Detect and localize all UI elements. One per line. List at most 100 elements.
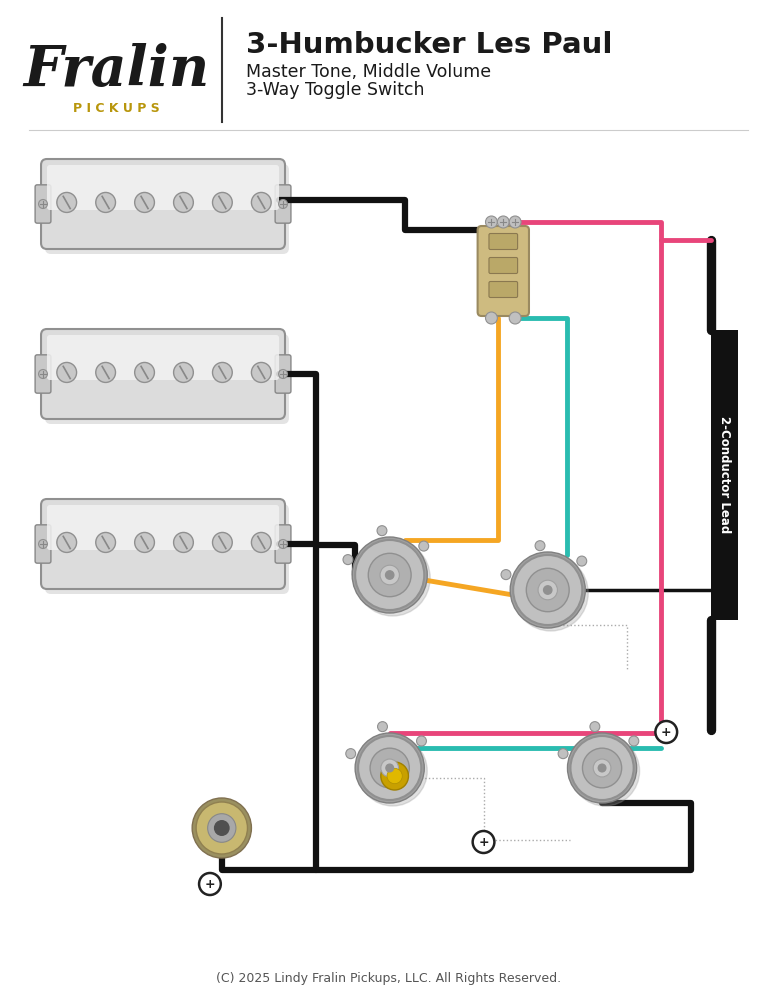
Circle shape — [213, 533, 232, 553]
Circle shape — [38, 200, 48, 209]
Circle shape — [369, 554, 411, 596]
Circle shape — [174, 533, 194, 553]
Circle shape — [510, 552, 585, 628]
Circle shape — [509, 312, 521, 324]
Circle shape — [655, 721, 677, 743]
FancyBboxPatch shape — [489, 281, 518, 297]
Circle shape — [358, 736, 427, 806]
Circle shape — [386, 571, 394, 580]
Text: +: + — [661, 726, 671, 739]
Circle shape — [134, 193, 154, 213]
Circle shape — [377, 526, 387, 536]
Circle shape — [381, 759, 399, 777]
FancyBboxPatch shape — [275, 185, 291, 224]
FancyBboxPatch shape — [275, 355, 291, 394]
FancyBboxPatch shape — [41, 159, 285, 249]
Text: 3-Way Toggle Switch: 3-Way Toggle Switch — [247, 81, 425, 99]
FancyBboxPatch shape — [710, 330, 738, 620]
Circle shape — [251, 533, 271, 553]
Circle shape — [577, 556, 587, 566]
Text: 2-Conductor Lead: 2-Conductor Lead — [718, 416, 731, 534]
FancyBboxPatch shape — [35, 185, 51, 224]
FancyBboxPatch shape — [47, 335, 279, 380]
Circle shape — [96, 533, 115, 553]
Circle shape — [526, 569, 569, 611]
Circle shape — [213, 193, 232, 213]
Text: (C) 2025 Lindy Fralin Pickups, LLC. All Rights Reserved.: (C) 2025 Lindy Fralin Pickups, LLC. All … — [216, 971, 561, 984]
Circle shape — [196, 802, 247, 854]
Circle shape — [509, 216, 521, 228]
Circle shape — [381, 762, 409, 790]
FancyBboxPatch shape — [478, 226, 529, 316]
Circle shape — [134, 533, 154, 553]
Circle shape — [513, 555, 582, 625]
Text: +: + — [478, 836, 489, 849]
Text: +: + — [204, 878, 215, 891]
Circle shape — [355, 540, 424, 610]
Circle shape — [498, 216, 509, 228]
FancyBboxPatch shape — [45, 334, 289, 424]
Circle shape — [346, 748, 356, 758]
Circle shape — [571, 736, 640, 806]
Circle shape — [353, 537, 427, 613]
Circle shape — [251, 363, 271, 383]
Circle shape — [355, 540, 430, 616]
Circle shape — [251, 193, 271, 213]
Circle shape — [370, 748, 409, 788]
Circle shape — [192, 798, 251, 858]
Text: 3-Humbucker Les Paul: 3-Humbucker Les Paul — [247, 31, 613, 59]
Circle shape — [629, 736, 639, 746]
Circle shape — [57, 363, 77, 383]
Circle shape — [419, 541, 429, 551]
Circle shape — [214, 821, 229, 835]
Circle shape — [535, 541, 545, 551]
Text: Fralin: Fralin — [23, 43, 209, 97]
FancyBboxPatch shape — [275, 525, 291, 564]
Circle shape — [378, 722, 387, 732]
FancyBboxPatch shape — [41, 499, 285, 589]
Circle shape — [279, 540, 287, 549]
Circle shape — [485, 312, 498, 324]
Text: P I C K U P S: P I C K U P S — [73, 101, 160, 114]
Circle shape — [199, 873, 220, 895]
Circle shape — [57, 193, 77, 213]
Circle shape — [598, 764, 606, 771]
FancyBboxPatch shape — [47, 165, 279, 210]
Circle shape — [38, 540, 48, 549]
Circle shape — [207, 814, 236, 842]
FancyBboxPatch shape — [35, 355, 51, 394]
FancyBboxPatch shape — [489, 257, 518, 273]
Circle shape — [96, 363, 115, 383]
FancyBboxPatch shape — [41, 329, 285, 419]
Circle shape — [279, 200, 287, 209]
FancyBboxPatch shape — [45, 504, 289, 594]
Circle shape — [387, 768, 402, 783]
Circle shape — [358, 736, 422, 800]
Circle shape — [582, 748, 621, 788]
Circle shape — [568, 733, 637, 803]
Circle shape — [571, 736, 634, 800]
Circle shape — [96, 193, 115, 213]
FancyBboxPatch shape — [35, 525, 51, 564]
FancyBboxPatch shape — [45, 164, 289, 254]
Circle shape — [513, 555, 588, 631]
Circle shape — [380, 566, 399, 584]
Circle shape — [386, 764, 393, 771]
Circle shape — [544, 585, 552, 594]
Circle shape — [472, 831, 495, 853]
Circle shape — [38, 370, 48, 379]
Circle shape — [538, 580, 558, 599]
FancyBboxPatch shape — [47, 505, 279, 550]
Circle shape — [485, 216, 498, 228]
Text: Master Tone, Middle Volume: Master Tone, Middle Volume — [247, 63, 492, 81]
FancyBboxPatch shape — [489, 234, 518, 249]
Circle shape — [590, 722, 600, 732]
Circle shape — [57, 533, 77, 553]
Circle shape — [355, 733, 424, 803]
Circle shape — [134, 363, 154, 383]
Circle shape — [213, 363, 232, 383]
Circle shape — [279, 370, 287, 379]
Circle shape — [593, 759, 611, 777]
Circle shape — [416, 736, 426, 746]
Circle shape — [174, 193, 194, 213]
